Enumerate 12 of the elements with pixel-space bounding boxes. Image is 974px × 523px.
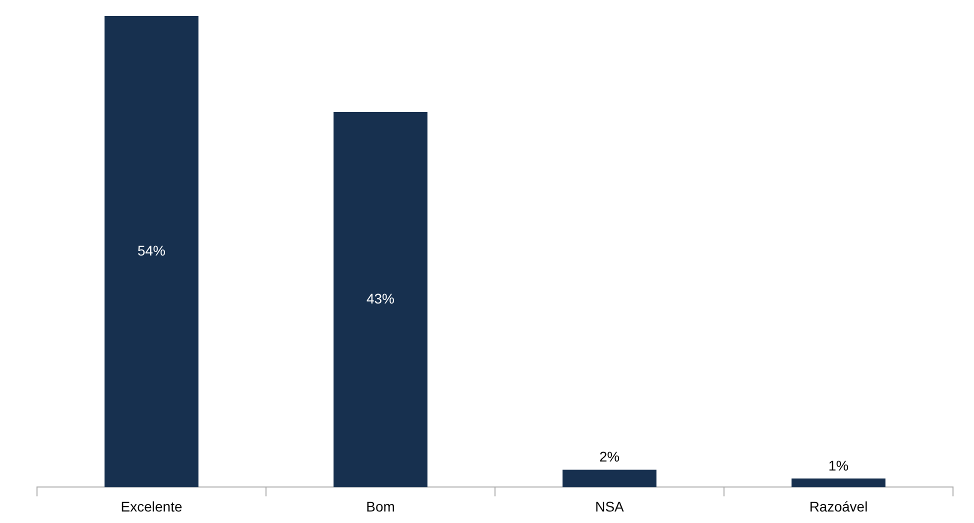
data-label: 54% — [137, 242, 166, 258]
data-label: 1% — [828, 457, 849, 474]
bar — [562, 470, 656, 488]
data-label: 2% — [599, 448, 620, 465]
bar — [792, 478, 886, 488]
x-tick-label: NSA — [595, 498, 625, 514]
bar — [104, 16, 198, 488]
data-label: 43% — [366, 290, 395, 306]
bar — [334, 112, 428, 488]
x-tick-label: Bom — [366, 498, 395, 514]
x-tick-label: Excelente — [120, 498, 182, 514]
x-tick-label: Razoável — [809, 498, 868, 514]
